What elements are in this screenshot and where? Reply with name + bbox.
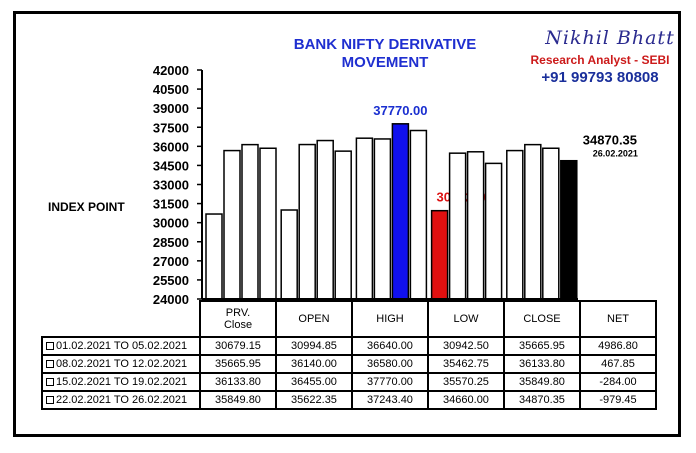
value-cell: 37243.40 bbox=[351, 390, 429, 410]
bar bbox=[466, 151, 485, 300]
bar bbox=[280, 209, 298, 300]
brand-role: Research Analyst - SEBI bbox=[530, 53, 670, 67]
period-cell: 08.02.2021 TO 12.02.2021 bbox=[41, 354, 201, 374]
value-cell: 35665.95 bbox=[503, 336, 581, 356]
value-cell: 34870.35 bbox=[503, 390, 581, 410]
bar bbox=[560, 159, 578, 300]
checkbox-square-icon bbox=[46, 360, 54, 369]
table-row: 01.02.2021 TO 05.02.2021 30679.15 30994.… bbox=[41, 336, 657, 356]
period-label: 15.02.2021 TO 19.02.2021 bbox=[56, 376, 188, 388]
table-row: 15.02.2021 TO 19.02.2021 36133.80 36455.… bbox=[41, 372, 657, 392]
value-cell: 30942.50 bbox=[427, 336, 505, 356]
value-cell: 34660.00 bbox=[427, 390, 505, 410]
period-label: 08.02.2021 TO 12.02.2021 bbox=[56, 358, 188, 370]
header-prv-close: PRV. Close bbox=[199, 300, 277, 338]
brand-name: Nikhil Bhatt bbox=[545, 27, 675, 49]
value-cell: 30994.85 bbox=[275, 336, 353, 356]
bar bbox=[259, 147, 277, 300]
value-cell: 36133.80 bbox=[199, 372, 277, 392]
y-axis-label: INDEX POINT bbox=[48, 200, 125, 214]
brand-phone: +91 99793 80808 bbox=[541, 69, 659, 86]
y-tick-label: 33000 bbox=[153, 178, 189, 193]
value-cell: 36580.00 bbox=[351, 354, 429, 374]
data-table: PRV. Close OPEN HIGH LOW CLOSE NET 01.02… bbox=[41, 300, 657, 410]
data-label: 34870.35 bbox=[583, 133, 637, 148]
value-cell: 35570.25 bbox=[427, 372, 505, 392]
bar bbox=[205, 213, 223, 300]
y-tick-label: 36000 bbox=[153, 139, 189, 154]
value-cell: 35665.95 bbox=[199, 354, 277, 374]
value-cell: 35462.75 bbox=[427, 354, 505, 374]
value-cell: 35849.80 bbox=[503, 372, 581, 392]
header-high: HIGH bbox=[351, 300, 429, 338]
value-cell: 467.85 bbox=[579, 354, 657, 374]
value-cell: 36133.80 bbox=[503, 354, 581, 374]
bar bbox=[409, 129, 428, 300]
value-cell: -284.00 bbox=[579, 372, 657, 392]
period-cell: 01.02.2021 TO 05.02.2021 bbox=[41, 336, 201, 356]
value-cell: -979.45 bbox=[579, 390, 657, 410]
value-cell: 36140.00 bbox=[275, 354, 353, 374]
period-label: 22.02.2021 TO 26.02.2021 bbox=[56, 394, 188, 406]
y-tick-label: 31500 bbox=[153, 197, 189, 212]
y-tick-label: 40500 bbox=[153, 82, 189, 97]
bar bbox=[430, 209, 449, 300]
value-cell: 36455.00 bbox=[275, 372, 353, 392]
y-tick-label: 34500 bbox=[153, 158, 189, 173]
chart-title: BANK NIFTY DERIVATIVE MOVEMENT bbox=[293, 36, 477, 71]
y-tick-label: 24000 bbox=[153, 292, 189, 307]
bar bbox=[448, 152, 467, 300]
data-sublabel: 26.02.2021 bbox=[593, 149, 638, 159]
y-tick-label: 42000 bbox=[153, 63, 189, 78]
header-low: LOW bbox=[427, 300, 505, 338]
table-row: 22.02.2021 TO 26.02.2021 35849.80 35622.… bbox=[41, 390, 657, 410]
header-close: CLOSE bbox=[503, 300, 581, 338]
y-tick-label: 37500 bbox=[153, 120, 189, 135]
bar bbox=[241, 143, 259, 300]
header-open: OPEN bbox=[275, 300, 353, 338]
value-cell: 36640.00 bbox=[351, 336, 429, 356]
period-label: 01.02.2021 TO 05.02.2021 bbox=[56, 340, 188, 352]
y-tick-label: 27000 bbox=[153, 254, 189, 269]
y-tick-label: 28500 bbox=[153, 235, 189, 250]
bar bbox=[223, 149, 241, 300]
bar bbox=[316, 139, 334, 300]
header-net: NET bbox=[579, 300, 657, 338]
period-cell: 22.02.2021 TO 26.02.2021 bbox=[41, 390, 201, 410]
period-cell: 15.02.2021 TO 19.02.2021 bbox=[41, 372, 201, 392]
checkbox-square-icon bbox=[46, 378, 54, 387]
table-header-row: PRV. Close OPEN HIGH LOW CLOSE NET bbox=[42, 300, 657, 338]
value-cell: 37770.00 bbox=[351, 372, 429, 392]
bar bbox=[484, 162, 503, 300]
checkbox-square-icon bbox=[46, 342, 54, 351]
table-corner bbox=[42, 301, 200, 337]
bar bbox=[298, 143, 316, 300]
y-tick-label: 39000 bbox=[153, 101, 189, 116]
bar bbox=[391, 123, 410, 300]
value-cell: 35849.80 bbox=[199, 390, 277, 410]
value-cell: 30679.15 bbox=[199, 336, 277, 356]
value-cell: 35622.35 bbox=[275, 390, 353, 410]
bar bbox=[334, 150, 352, 300]
y-tick-label: 25500 bbox=[153, 273, 189, 288]
value-cell: 4986.80 bbox=[579, 336, 657, 356]
table-row: 08.02.2021 TO 12.02.2021 35665.95 36140.… bbox=[41, 354, 657, 374]
bar bbox=[506, 149, 524, 300]
bar bbox=[542, 147, 560, 300]
y-tick-label: 30000 bbox=[153, 216, 189, 231]
data-label: 37770.00 bbox=[373, 103, 427, 118]
bar bbox=[373, 138, 392, 300]
header-prv-close-label: PRV. Close bbox=[223, 307, 253, 331]
bar bbox=[524, 143, 542, 300]
checkbox-square-icon bbox=[46, 396, 54, 405]
bar bbox=[355, 137, 374, 300]
